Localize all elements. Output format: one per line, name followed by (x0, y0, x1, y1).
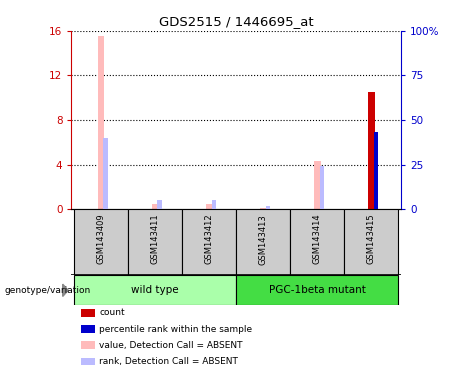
Bar (266, 206, 270, 209)
Bar (344, 209, 398, 275)
Text: GSM143411: GSM143411 (151, 214, 160, 265)
Bar (74, 209, 128, 275)
Text: GSM143415: GSM143415 (367, 214, 376, 265)
Text: value, Detection Call = ABSENT: value, Detection Call = ABSENT (99, 341, 242, 350)
Bar (368, 92, 375, 209)
Bar (182, 209, 236, 275)
Text: PGC-1beta mutant: PGC-1beta mutant (269, 285, 366, 295)
Bar (260, 208, 266, 209)
Bar (319, 166, 324, 209)
Text: genotype/variation: genotype/variation (5, 286, 91, 295)
Text: GSM143409: GSM143409 (97, 214, 106, 265)
Text: wild type: wild type (131, 285, 179, 295)
Text: GSM143414: GSM143414 (313, 214, 322, 265)
Bar (158, 200, 162, 209)
Bar (103, 138, 108, 209)
Bar (212, 200, 216, 209)
Text: GSM143413: GSM143413 (259, 214, 268, 265)
Bar (98, 36, 104, 209)
Bar (236, 209, 290, 275)
Text: count: count (99, 308, 125, 318)
Title: GDS2515 / 1446695_at: GDS2515 / 1446695_at (159, 15, 313, 28)
Text: rank, Detection Call = ABSENT: rank, Detection Call = ABSENT (99, 357, 238, 366)
Bar (152, 204, 159, 209)
Bar (206, 204, 213, 209)
Bar (373, 132, 378, 209)
Text: GSM143412: GSM143412 (205, 214, 214, 265)
Bar (236, 275, 398, 305)
Bar (74, 275, 236, 305)
Bar (314, 161, 320, 209)
Bar (290, 209, 344, 275)
Polygon shape (63, 284, 68, 296)
Text: percentile rank within the sample: percentile rank within the sample (99, 324, 252, 334)
Bar (128, 209, 182, 275)
